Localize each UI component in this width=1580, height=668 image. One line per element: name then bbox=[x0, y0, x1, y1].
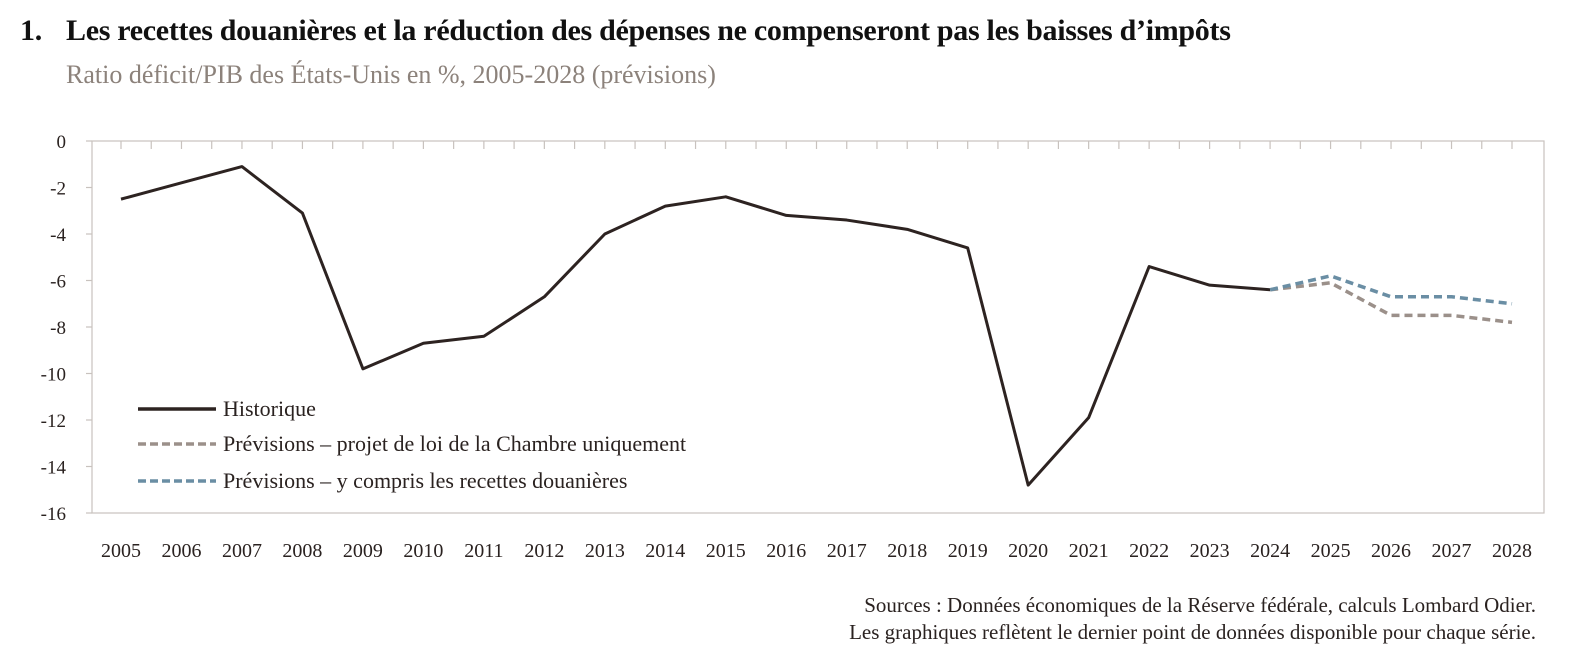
footnote: Sources : Données économiques de la Rése… bbox=[849, 592, 1536, 646]
x-tick-label: 2006 bbox=[161, 540, 201, 562]
x-tick-label: 2014 bbox=[645, 540, 685, 562]
series-previsions-douanes-line bbox=[1269, 274, 1513, 306]
axes bbox=[86, 140, 1545, 514]
y-tick-label: -16 bbox=[41, 504, 66, 525]
x-tick-label: 2013 bbox=[585, 540, 625, 562]
footnote-note: Les graphiques reflètent le dernier poin… bbox=[849, 620, 1536, 644]
x-tick-label: 2016 bbox=[766, 540, 806, 562]
x-axis-ticks: 2005 2006 2007 2008 2009 2010 2011 2012 2013 2014… bbox=[101, 540, 1532, 562]
y-axis-ticks: 0 -2 -4 -6 -8 -10 -12 -14 -16 bbox=[41, 132, 67, 525]
series-group bbox=[120, 165, 1513, 487]
legend: Historique Prévisions – projet de loi de … bbox=[138, 396, 686, 493]
y-tick-label: -2 bbox=[50, 179, 66, 200]
x-tick-label: 2008 bbox=[282, 540, 322, 562]
x-tick-label: 2027 bbox=[1432, 540, 1472, 562]
chart-title: 1. Les recettes douanières et la réductio… bbox=[20, 14, 1231, 48]
x-tick-label: 2028 bbox=[1492, 540, 1532, 562]
x-tick-label: 2017 bbox=[827, 540, 867, 562]
y-tick-label: -6 bbox=[50, 272, 66, 293]
y-tick-label: -4 bbox=[50, 225, 66, 246]
series-previsions-chambre-line bbox=[1269, 281, 1513, 325]
legend-label: Historique bbox=[223, 396, 316, 421]
x-tick-label: 2018 bbox=[887, 540, 927, 562]
x-tick-label: 2022 bbox=[1129, 540, 1169, 562]
plot-frame bbox=[91, 140, 1545, 514]
legend-label: Prévisions – y compris les recettes doua… bbox=[223, 468, 627, 493]
x-tick-label: 2020 bbox=[1008, 540, 1048, 562]
x-tick-label: 2026 bbox=[1371, 540, 1411, 562]
y-tick-label: -8 bbox=[50, 318, 66, 339]
x-tick-label: 2019 bbox=[948, 540, 988, 562]
x-tick-label: 2021 bbox=[1069, 540, 1109, 562]
chart-subtitle: Ratio déficit/PIB des États-Unis en %, 2… bbox=[66, 60, 716, 89]
y-tick-label: -14 bbox=[41, 458, 67, 479]
series-historique-line bbox=[120, 165, 1271, 487]
x-tick-label: 2007 bbox=[222, 540, 262, 562]
x-tick-label: 2012 bbox=[524, 540, 564, 562]
y-tick-label: -12 bbox=[41, 411, 66, 432]
y-tick-label: -10 bbox=[41, 365, 66, 386]
chart-number: 1. bbox=[20, 14, 42, 47]
x-tick-label: 2015 bbox=[706, 540, 746, 562]
x-tick-label: 2010 bbox=[403, 540, 443, 562]
x-tick-label: 2024 bbox=[1250, 540, 1290, 562]
legend-label: Prévisions – projet de loi de la Chambre… bbox=[223, 431, 686, 456]
x-tick-label: 2025 bbox=[1311, 540, 1351, 562]
footnote-sources: Sources : Données économiques de la Rése… bbox=[864, 593, 1536, 617]
chart-title-text: Les recettes douanières et la réduction … bbox=[66, 14, 1231, 47]
x-tick-label: 2005 bbox=[101, 540, 141, 562]
y-tick-label: 0 bbox=[57, 132, 67, 153]
x-tick-label: 2009 bbox=[343, 540, 383, 562]
x-tick-label: 2011 bbox=[464, 540, 503, 562]
x-tick-label: 2023 bbox=[1190, 540, 1230, 562]
